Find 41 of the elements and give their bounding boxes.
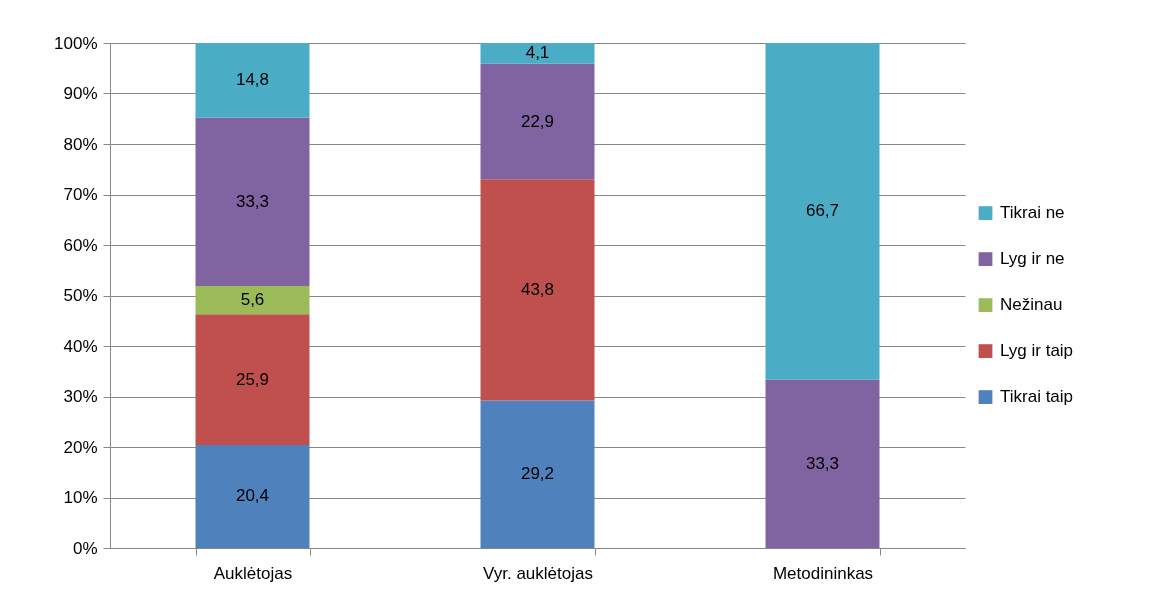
data-label: 20,4 xyxy=(235,486,270,506)
legend-label: Tikrai taip xyxy=(1000,387,1074,407)
bar xyxy=(195,314,310,445)
bar xyxy=(195,444,310,548)
bar xyxy=(195,285,310,315)
bar xyxy=(765,43,880,380)
data-label: 25,9 xyxy=(235,369,270,389)
y-tick-label: 70% xyxy=(63,185,98,204)
y-tick-label: 0% xyxy=(72,538,98,558)
legend-label: Lyg ir ne xyxy=(1000,249,1065,269)
data-label: 14,8 xyxy=(235,70,270,90)
data-label: 22,9 xyxy=(520,111,555,131)
y-tick-label: 60% xyxy=(63,235,98,255)
data-label: 33,3 xyxy=(235,191,270,211)
legend-label: Lyg ir taip xyxy=(1000,341,1074,361)
bar xyxy=(195,43,310,118)
y-tick-label: 100% xyxy=(54,33,98,53)
y-tick-label: 40% xyxy=(63,336,98,356)
y-tick-label: 90% xyxy=(63,84,98,103)
bar xyxy=(480,63,595,180)
data-label: 66,7 xyxy=(805,201,840,221)
x-tick-label: Auklėtojas xyxy=(213,563,293,583)
data-label: 43,8 xyxy=(520,279,555,299)
bar xyxy=(480,400,595,548)
bar xyxy=(480,43,595,64)
data-label: 4,1 xyxy=(525,43,550,63)
legend-label: Nežinau xyxy=(1000,295,1063,315)
legend-label: Tikrai ne xyxy=(1000,203,1065,223)
y-tick-label: 30% xyxy=(63,387,98,406)
bar xyxy=(195,117,310,286)
y-tick-label: 80% xyxy=(63,134,98,154)
data-label: 29,2 xyxy=(520,464,555,484)
data-label: 33,3 xyxy=(805,453,840,473)
y-tick-label: 50% xyxy=(63,286,98,305)
bar xyxy=(765,379,880,548)
y-tick-label: 10% xyxy=(63,488,98,507)
x-tick-label: Vyr. auklėtojas xyxy=(483,563,593,583)
x-tick-label: Metodininkas xyxy=(772,563,874,583)
y-tick-label: 20% xyxy=(63,437,98,457)
data-label: 5,6 xyxy=(240,290,265,310)
bar xyxy=(480,179,595,401)
